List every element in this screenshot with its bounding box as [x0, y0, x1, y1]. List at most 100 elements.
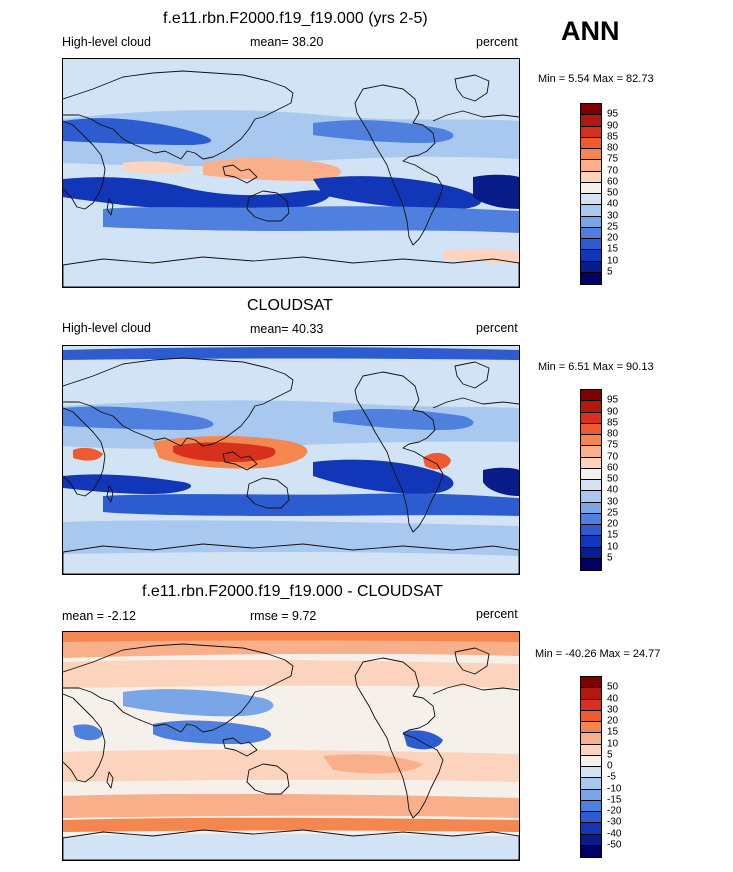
contour-region — [63, 362, 519, 396]
colorbar-tick-label: 95 — [607, 394, 619, 406]
colorbar-tick-label: 50 — [607, 187, 619, 199]
coastline-icon — [432, 397, 519, 409]
panel-3-rmse: rmse = 9.72 — [250, 609, 317, 623]
contour-map — [63, 59, 519, 287]
colorbar-tick-label: 80 — [607, 428, 619, 440]
contour-region — [123, 689, 274, 717]
coastline-icon — [432, 110, 519, 122]
contour-region — [483, 467, 519, 496]
panel-2-title: CLOUDSAT — [247, 297, 333, 314]
coastline-icon — [63, 693, 106, 783]
colorbar-box — [581, 845, 601, 857]
contour-region — [63, 520, 519, 556]
contour-region — [63, 749, 519, 782]
colorbar-box — [581, 126, 601, 138]
colorbar-box — [581, 525, 601, 537]
colorbar-tick-label: 40 — [607, 693, 619, 704]
colorbar-box — [581, 104, 601, 116]
colorbar-box — [581, 239, 601, 251]
colorbar-box — [581, 778, 601, 790]
colorbar-tick-label: 10 — [607, 255, 619, 266]
coastline-icon — [106, 485, 114, 503]
panel-3-colorbar-labels: 50 40 30 20 15 10 5 0 -5 -10 -15 -20 -30 -40 -50 — [607, 676, 647, 856]
colorbar-box — [581, 205, 601, 217]
coastline-icon — [454, 74, 490, 102]
contour-region — [63, 177, 330, 212]
colorbar-tick-label: 15 — [607, 243, 619, 255]
panel-3-mean: mean = -2.12 — [62, 609, 137, 623]
colorbar-tick-label: -15 — [607, 794, 622, 806]
panel-2-colorbar-labels: 95 90 85 80 75 70 60 50 40 30 25 20 15 10 5 — [607, 389, 647, 569]
season-label: ANN — [561, 16, 620, 46]
colorbar-tick-label: 50 — [607, 473, 619, 485]
colorbar-tick-label: 15 — [607, 726, 619, 738]
coastline-icon — [63, 357, 294, 447]
contour-region — [103, 206, 519, 233]
colorbar-tick-label: 20 — [607, 518, 619, 530]
colorbar-box — [581, 171, 601, 183]
contour-region — [313, 120, 454, 143]
colorbar-box — [581, 446, 601, 458]
colorbar-tick-label: 0 — [607, 760, 613, 772]
panel-1-title: f.e11.rbn.F2000.f19_f19.000 (yrs 2-5) — [163, 10, 428, 27]
colorbar-tick-label: 75 — [607, 439, 619, 451]
coastline-icon — [63, 407, 106, 497]
colorbar-box — [581, 480, 601, 492]
colorbar-box — [581, 558, 601, 570]
contour-region — [203, 157, 342, 181]
colorbar-tick-label: 25 — [607, 507, 619, 519]
panel-3-minmax: Min = -40.26 Max = 24.77 — [535, 648, 661, 660]
panel-3-title: f.e11.rbn.F2000.f19_f19.000 - CLOUDSAT — [142, 583, 443, 600]
colorbar-tick-label: -40 — [607, 828, 622, 839]
panel-1-colorbar — [580, 103, 602, 285]
coastline-icon — [354, 371, 444, 533]
colorbar-box — [581, 182, 601, 194]
coastline-icon — [246, 477, 290, 509]
coastline-icon — [63, 643, 294, 733]
colorbar-tick-label: 40 — [607, 198, 619, 210]
colorbar-tick-label: 80 — [607, 142, 619, 154]
colorbar-box — [581, 137, 601, 149]
colorbar-box — [581, 261, 601, 273]
colorbar-tick-label: 50 — [607, 681, 619, 693]
colorbar-box — [581, 744, 601, 756]
contour-region — [63, 347, 519, 360]
contour-region — [313, 459, 454, 494]
contour-region — [323, 754, 423, 774]
contour-region — [63, 833, 519, 860]
contour-region — [103, 493, 519, 516]
colorbar-tick-label: -5 — [607, 771, 616, 783]
colorbar-box — [581, 834, 601, 846]
colorbar-tick-label: -30 — [607, 816, 622, 828]
coastline-icon — [63, 829, 519, 860]
panel-1-map — [62, 58, 520, 288]
colorbar-box — [581, 194, 601, 206]
colorbar-box — [581, 457, 601, 469]
panel-2-colorbar — [580, 389, 602, 571]
contour-region — [63, 406, 214, 430]
panel-1-mean: mean= 38.20 — [250, 35, 324, 49]
colorbar-box — [581, 250, 601, 262]
colorbar-tick-label: 95 — [607, 108, 619, 120]
colorbar-tick-label: 20 — [607, 232, 619, 244]
colorbar-tick-label: 5 — [607, 266, 613, 278]
contour-region — [73, 724, 103, 741]
panel-1-variable-label: High-level cloud — [62, 35, 151, 49]
panel-2-variable-label: High-level cloud — [62, 321, 151, 335]
coastline-icon — [63, 120, 106, 210]
contour-region — [63, 474, 192, 494]
colorbar-box — [581, 755, 601, 767]
colorbar-tick-label: -50 — [607, 839, 622, 851]
colorbar-box — [581, 722, 601, 734]
coastline-icon — [454, 647, 490, 675]
colorbar-box — [581, 733, 601, 745]
coastline-icon — [106, 771, 114, 789]
colorbar-box — [581, 547, 601, 559]
coastline-icon — [454, 361, 490, 389]
colorbar-box — [581, 272, 601, 284]
panel-1-colorbar-labels: 95 90 85 80 75 70 60 50 40 30 25 20 15 10 5 — [607, 103, 647, 283]
coastline-icon — [354, 84, 444, 246]
colorbar-box — [581, 789, 601, 801]
colorbar-tick-label: 15 — [607, 529, 619, 541]
colorbar-box — [581, 502, 601, 514]
